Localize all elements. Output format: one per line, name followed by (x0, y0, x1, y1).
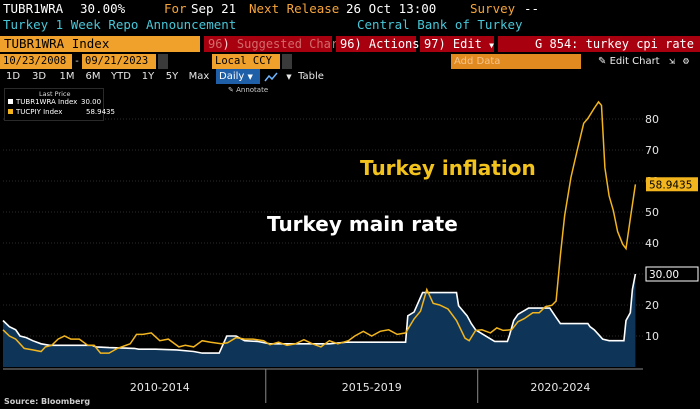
series-line-inflation (2, 100, 637, 354)
y-tick-label: 80 (645, 113, 659, 126)
legend-name: TUCPIY Index (16, 108, 63, 116)
command-search-text: G 854: turkey cpi rate (535, 37, 694, 51)
security-field-text: TUBR1WRA Index (4, 36, 110, 51)
security-description: Turkey 1 Week Repo Announcement (3, 17, 237, 32)
end-date-field[interactable]: 09/21/2023 (82, 54, 156, 69)
settings-icon[interactable]: ⚙ (683, 56, 690, 67)
dropdown-icon[interactable] (282, 54, 292, 69)
currency-text: Local CCY (215, 55, 272, 67)
suggested-num: 96 (208, 37, 223, 51)
legend-value: 58.9435 (86, 108, 115, 116)
actions-label: Actions (368, 37, 420, 51)
header-bar: TUBR1WRA 30.00% For Sep 21 Next Release … (0, 0, 700, 17)
chevron-down-icon: ▼ (489, 41, 494, 50)
last-value-label: 30.00 (649, 269, 679, 281)
source-name: Central Bank of Turkey (357, 17, 523, 32)
last-value-box (645, 266, 699, 282)
y-tick-label: 20 (645, 299, 659, 312)
x-axis: 2010-2014 2015-2019 2020-2024 (3, 368, 643, 403)
period-1d[interactable]: 1D (5, 71, 21, 82)
period-5y[interactable]: 5Y (165, 71, 179, 82)
edit-chart-label: Edit Chart (609, 56, 660, 67)
legend: Last Price TUBR1WRA Index 30.00 TUCPIY I… (4, 88, 115, 121)
legend-header: Last Price (39, 90, 71, 98)
x-group-label: 2015-2019 (342, 381, 402, 394)
legend-name: TUBR1WRA Index (16, 98, 78, 106)
last-value: 30.00% (80, 1, 126, 16)
start-date-text: 10/23/2008 (3, 55, 67, 67)
line-chart-icon[interactable] (263, 69, 279, 84)
frequency-dropdown[interactable]: Daily ▼ (216, 69, 260, 84)
y-tick-label: 50 (645, 206, 659, 219)
series-area-main-rate (3, 274, 636, 367)
source-note: Source: Bloomberg (4, 397, 91, 406)
suggested-label: Suggested Charts (236, 37, 353, 51)
chart-area: 1020304050607080 2010-20142015-20192020-… (2, 100, 699, 403)
survey-value: -- (524, 1, 540, 16)
pencil-icon: ✎ (228, 86, 234, 94)
ticker: TUBR1WRA (3, 1, 64, 16)
expand-icon[interactable]: ⇲ (669, 56, 676, 67)
last-value-labels: 58.9435 30.00 (645, 177, 699, 282)
last-value-box (646, 177, 698, 192)
y-tick-label: 70 (645, 144, 659, 157)
last-value-label: 58.9435 (649, 179, 692, 191)
annotation-inflation: Turkey inflation (360, 156, 536, 180)
calendar-icon[interactable] (158, 54, 168, 69)
next-release-date: 26 Oct 13:00 (346, 1, 437, 16)
y-axis: 1020304050607080 (645, 113, 659, 343)
toolbar: TUBR1WRA Index 96) Suggested Charts 96) … (0, 36, 700, 52)
period-3d[interactable]: 3D (31, 71, 47, 82)
add-data-text: Add Data (454, 56, 501, 67)
command-search[interactable]: G 854: turkey cpi rate (498, 36, 700, 52)
edit-menu[interactable]: 97) Edit ▼ (420, 36, 494, 52)
table-button[interactable]: Table (298, 71, 324, 82)
frequency-label: Daily (219, 71, 245, 82)
annotation-main-rate: Turkey main rate (267, 212, 458, 236)
start-date-field[interactable]: 10/23/2008 (0, 54, 72, 69)
x-group-label: 2020-2024 (530, 381, 590, 394)
chart-style-dropdown[interactable]: ▼ (282, 69, 296, 84)
chevron-down-icon: ▼ (286, 73, 292, 81)
y-tick-label: 40 (645, 237, 659, 250)
suggested-paren: ) (222, 37, 230, 51)
for-date: Sep 21 (191, 1, 237, 16)
actions-num: 96) (340, 37, 362, 51)
annotate-label: Annotate (236, 86, 269, 94)
period-6m[interactable]: 6M (85, 71, 101, 82)
edit-num: 97) (424, 37, 446, 51)
for-label: For (164, 1, 187, 16)
y-tick-label: 10 (645, 330, 659, 343)
period-ytd[interactable]: YTD (111, 71, 131, 82)
add-data-field[interactable]: Add Data (451, 54, 581, 69)
description-bar: Turkey 1 Week Repo Announcement Central … (0, 17, 700, 33)
legend-swatch (8, 109, 13, 114)
suggested-charts-button[interactable]: 96) Suggested Charts (204, 36, 353, 52)
annotate-button[interactable]: ✎ Annotate (228, 86, 268, 94)
period-1m[interactable]: 1M (59, 71, 75, 82)
survey-label: Survey (470, 1, 516, 16)
legend-item-main-rate: TUBR1WRA Index 30.00 (8, 98, 101, 107)
period-1y[interactable]: 1Y (141, 71, 155, 82)
chevron-down-icon: ▼ (247, 73, 253, 81)
end-date-text: 09/21/2023 (85, 55, 149, 67)
date-controls: 10/23/2008 - 09/21/2023 Local CCY Add Da… (0, 54, 700, 69)
x-group-label: 2010-2014 (130, 381, 190, 394)
legend-value: 30.00 (81, 98, 102, 106)
legend-item-inflation: TUCPIY Index 58.9435 (8, 108, 115, 117)
period-bar: 1D 3D 1M 6M YTD 1Y 5Y Max Daily ▼ ▼ Tabl… (0, 69, 700, 84)
period-max[interactable]: Max (188, 71, 210, 82)
currency-field[interactable]: Local CCY (212, 54, 280, 69)
edit-chart-button[interactable]: ✎ Edit Chart (598, 54, 660, 69)
next-release-label: Next Release (249, 1, 340, 16)
security-field[interactable]: TUBR1WRA Index (0, 36, 200, 52)
actions-menu[interactable]: 96) Actions ▼ (336, 36, 432, 52)
pencil-icon: ✎ (598, 56, 607, 67)
date-separator: - (74, 56, 81, 67)
legend-swatch (8, 99, 13, 104)
edit-label: Edit (452, 37, 482, 51)
